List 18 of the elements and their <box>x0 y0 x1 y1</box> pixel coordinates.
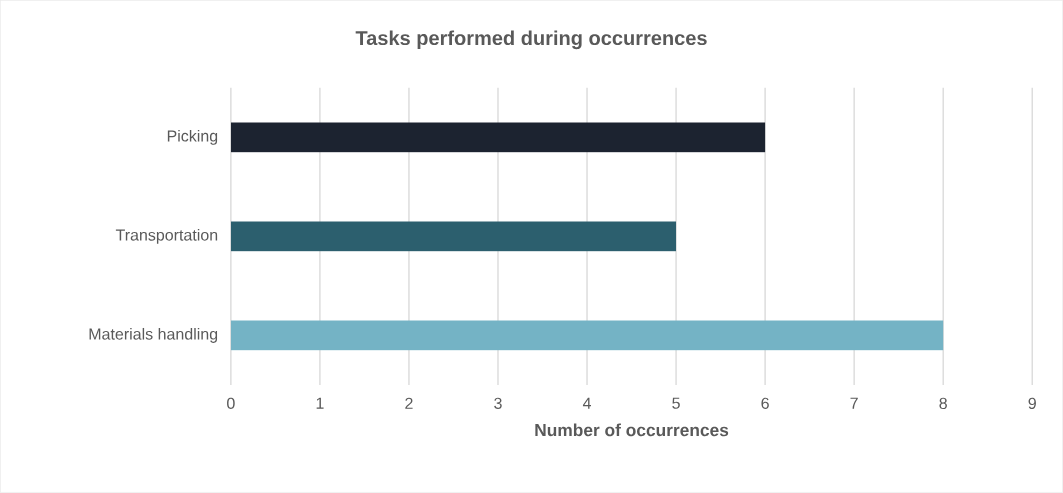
x-tick-label: 1 <box>316 397 324 409</box>
x-axis-title: Number of occurrences <box>535 423 729 437</box>
x-tick-label: 6 <box>761 397 769 410</box>
x-tick-label: 4 <box>582 397 592 409</box>
y-tick-label: Picking <box>167 130 218 145</box>
x-tick-label: 7 <box>850 397 858 409</box>
x-tick-label: 5 <box>672 397 680 409</box>
y-tick-label: Materials handling <box>89 328 218 344</box>
bar <box>230 320 944 351</box>
x-tick-label: 2 <box>405 397 413 409</box>
bar <box>230 221 677 252</box>
y-tick-label: Transportation <box>115 229 218 244</box>
x-tick-label: 0 <box>227 397 235 410</box>
x-tick-label: 8 <box>939 397 947 410</box>
x-tick-label: 9 <box>1028 397 1036 410</box>
x-tick-label: 3 <box>494 397 502 410</box>
bar <box>230 122 766 153</box>
chart-title: Tasks performed during occurrences <box>355 30 707 50</box>
